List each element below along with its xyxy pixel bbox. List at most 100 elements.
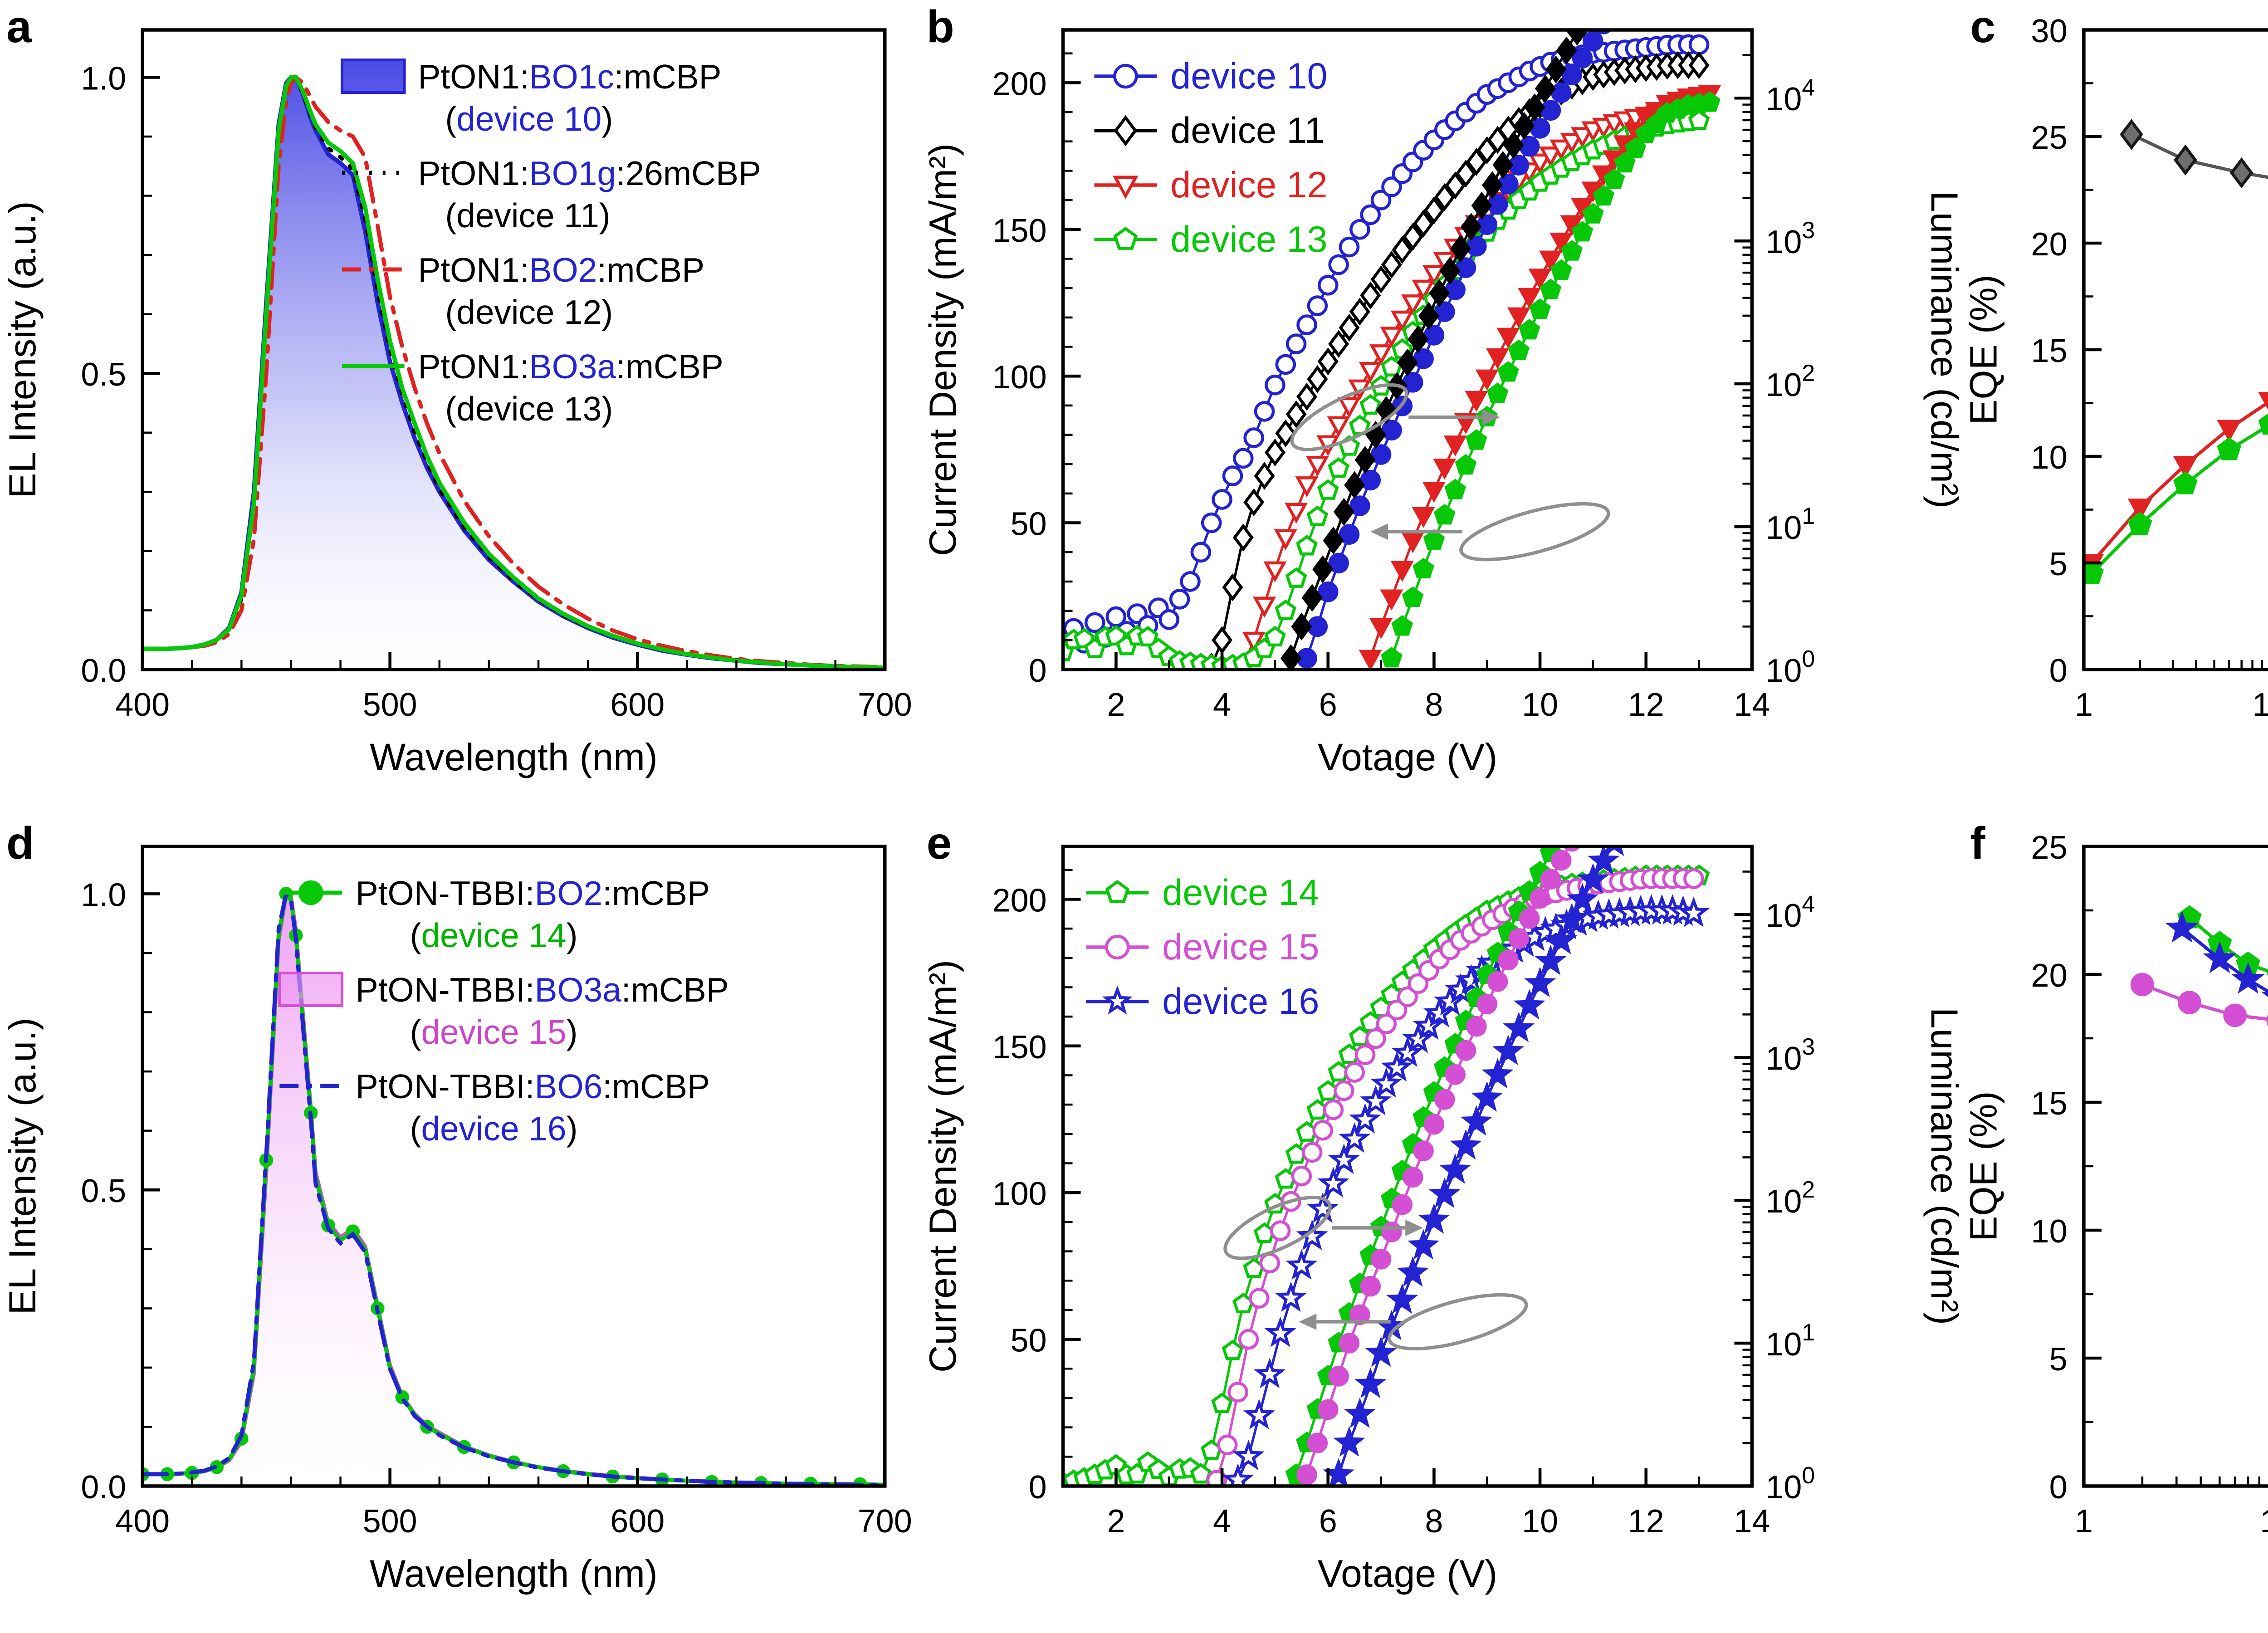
svg-text:(device 15): (device 15) xyxy=(410,1013,578,1051)
panel-e: e 2 4 6 8 10 12 14 0 50 100 150 200 100 101 102 103 104 V… xyxy=(920,816,1964,1633)
svg-text:0: 0 xyxy=(2049,653,2068,689)
svg-text:(device 12): (device 12) xyxy=(445,293,613,331)
plot-area xyxy=(2131,905,2268,1027)
panel-label-c: c xyxy=(1970,1,1995,52)
series-device-14-j xyxy=(1063,864,1710,1486)
axis-pointer-annotation xyxy=(1223,1196,1423,1260)
panel-label-e: e xyxy=(926,818,952,869)
svg-text:50: 50 xyxy=(1010,1323,1046,1359)
svg-text:500: 500 xyxy=(363,687,417,723)
series-device-11-l xyxy=(1280,30,1588,670)
svg-text:device 15: device 15 xyxy=(1162,927,1319,968)
svg-text:10: 10 xyxy=(1522,1503,1558,1540)
svg-text:50: 50 xyxy=(1010,506,1046,543)
svg-text:14: 14 xyxy=(1734,687,1770,723)
chart-jv-luminance-devices-14-16: 2 4 6 8 10 12 14 0 50 100 150 200 100 101 102 103 104 Vot… xyxy=(921,845,1964,1595)
svg-text:1.0: 1.0 xyxy=(81,60,126,97)
svg-text:20: 20 xyxy=(2031,226,2068,263)
svg-text:4: 4 xyxy=(1213,1503,1231,1540)
svg-text:200: 200 xyxy=(992,66,1046,102)
plot-frame xyxy=(2082,845,2268,1488)
svg-text:104: 104 xyxy=(1765,74,1815,117)
series-device-10-l xyxy=(1296,30,1612,669)
svg-text:1.0: 1.0 xyxy=(81,877,126,913)
y-axis-title: Current Density (mA/m²) xyxy=(921,960,964,1373)
svg-text:10: 10 xyxy=(2031,1213,2068,1250)
series-device-16-eqe xyxy=(2165,910,2268,1012)
y-axis-title: Current Density (mA/m²) xyxy=(921,143,964,556)
svg-text:0.0: 0.0 xyxy=(81,653,126,689)
svg-text:PtON1:BO2:mCBP: PtON1:BO2:mCBP xyxy=(418,251,705,289)
plot-area xyxy=(1063,846,1710,1486)
svg-text:15: 15 xyxy=(2031,333,2068,369)
axis-pointer-annotation xyxy=(1298,1293,1528,1350)
svg-text:0: 0 xyxy=(1028,653,1046,689)
svg-text:600: 600 xyxy=(610,1503,665,1540)
y2-axis-title: Luminance (cd/m²) xyxy=(1923,191,1964,508)
svg-text:100: 100 xyxy=(992,1176,1046,1212)
legend: device 14 device 15 device 16 xyxy=(1086,872,1319,1022)
panel-label-b: b xyxy=(926,1,954,52)
panel-f: f 1101001000100000510152025Luminance (cd… xyxy=(1964,816,2268,1633)
svg-text:PtON-TBBI:BO3a:mCBP: PtON-TBBI:BO3a:mCBP xyxy=(356,971,729,1009)
plot-area xyxy=(142,74,885,670)
panel-label-f: f xyxy=(1970,818,1985,869)
series-device-11-eqe xyxy=(2120,119,2268,189)
svg-text:(device 16): (device 16) xyxy=(410,1110,578,1148)
svg-text:102: 102 xyxy=(1765,360,1815,403)
svg-text:0: 0 xyxy=(2049,1469,2068,1506)
svg-text:10: 10 xyxy=(2253,687,2268,723)
series-device-13-eqe xyxy=(2084,413,2268,584)
x-axis-title: Votage (V) xyxy=(1317,736,1497,778)
series-device-12 xyxy=(142,74,885,670)
axis-pointer-annotation xyxy=(1370,502,1610,562)
tick-labels: 2 4 6 8 10 12 14 0 50 100 150 200 100 101 102 103 104 xyxy=(992,66,1814,723)
svg-text:102: 102 xyxy=(1765,1176,1815,1220)
legend: PtON1:BO1c:mCBP (device 10) PtON1:BO1g:26m… xyxy=(340,58,761,428)
chart-el-spectra-devices-14-16: 400 500 600 700 0.0 0.5 1.0 Wavelength (nm) EL I… xyxy=(1,845,912,1595)
chart-jv-luminance-devices-10-13: 2 4 6 8 10 12 14 0 50 100 150 200 100 101 102 103 104 Vot… xyxy=(921,28,1964,778)
svg-text:PtON1:BO3a:mCBP: PtON1:BO3a:mCBP xyxy=(418,347,723,386)
tick-labels: 400 500 600 700 0.0 0.5 1.0 xyxy=(81,60,912,723)
series-device-15-l xyxy=(1296,846,1581,1485)
axis-ticks xyxy=(141,892,887,1488)
svg-text:0.5: 0.5 xyxy=(81,1173,126,1209)
svg-text:12: 12 xyxy=(1628,687,1664,723)
plot-frame xyxy=(1061,845,1754,1488)
svg-text:104: 104 xyxy=(1765,890,1815,934)
svg-text:10: 10 xyxy=(2031,440,2068,476)
svg-text:15: 15 xyxy=(2031,1085,2068,1122)
svg-text:12: 12 xyxy=(1628,1503,1664,1540)
svg-text:5: 5 xyxy=(2049,1341,2068,1378)
svg-text:8: 8 xyxy=(1425,687,1443,723)
x-axis-title: Wavelength (nm) xyxy=(370,736,658,778)
panel-d: d 400 500 600 700 0.0 0.5 1.0 Wavelength (nm) EL… xyxy=(0,816,920,1633)
axis-ticks xyxy=(2082,845,2261,1488)
axis-ticks xyxy=(141,76,887,671)
series-device-15-eqe xyxy=(2131,973,2268,1027)
svg-text:0.0: 0.0 xyxy=(81,1469,126,1506)
svg-text:(device 13): (device 13) xyxy=(445,390,613,428)
plot-area xyxy=(2084,119,2268,584)
svg-text:1: 1 xyxy=(2075,1503,2093,1540)
svg-text:103: 103 xyxy=(1765,217,1815,260)
svg-text:100: 100 xyxy=(1765,645,1815,689)
axis-ticks xyxy=(1063,869,1754,1488)
svg-text:PtON-TBBI:BO2:mCBP: PtON-TBBI:BO2:mCBP xyxy=(356,874,710,912)
plot-frame xyxy=(141,845,887,1488)
svg-text:700: 700 xyxy=(858,1503,912,1540)
svg-text:400: 400 xyxy=(115,687,170,723)
y2-axis-title: Luminance (cd/m²) xyxy=(1923,1007,1964,1325)
svg-text:(device 10): (device 10) xyxy=(445,100,613,138)
svg-text:PtON-TBBI:BO6:mCBP: PtON-TBBI:BO6:mCBP xyxy=(356,1067,710,1105)
svg-text:150: 150 xyxy=(992,213,1046,249)
svg-text:10: 10 xyxy=(1522,687,1558,723)
plot-area xyxy=(142,887,885,1486)
svg-text:device 10: device 10 xyxy=(1170,56,1327,97)
axis-ticks xyxy=(1063,52,1754,671)
panel-b: b 2 4 6 8 10 12 14 0 50 100 150 200 100 101 102 103 104 V… xyxy=(920,0,1964,816)
svg-text:101: 101 xyxy=(1765,1319,1815,1363)
svg-text:30: 30 xyxy=(2031,13,2068,49)
panel-label-a: a xyxy=(6,1,32,52)
svg-text:25: 25 xyxy=(2031,830,2068,866)
